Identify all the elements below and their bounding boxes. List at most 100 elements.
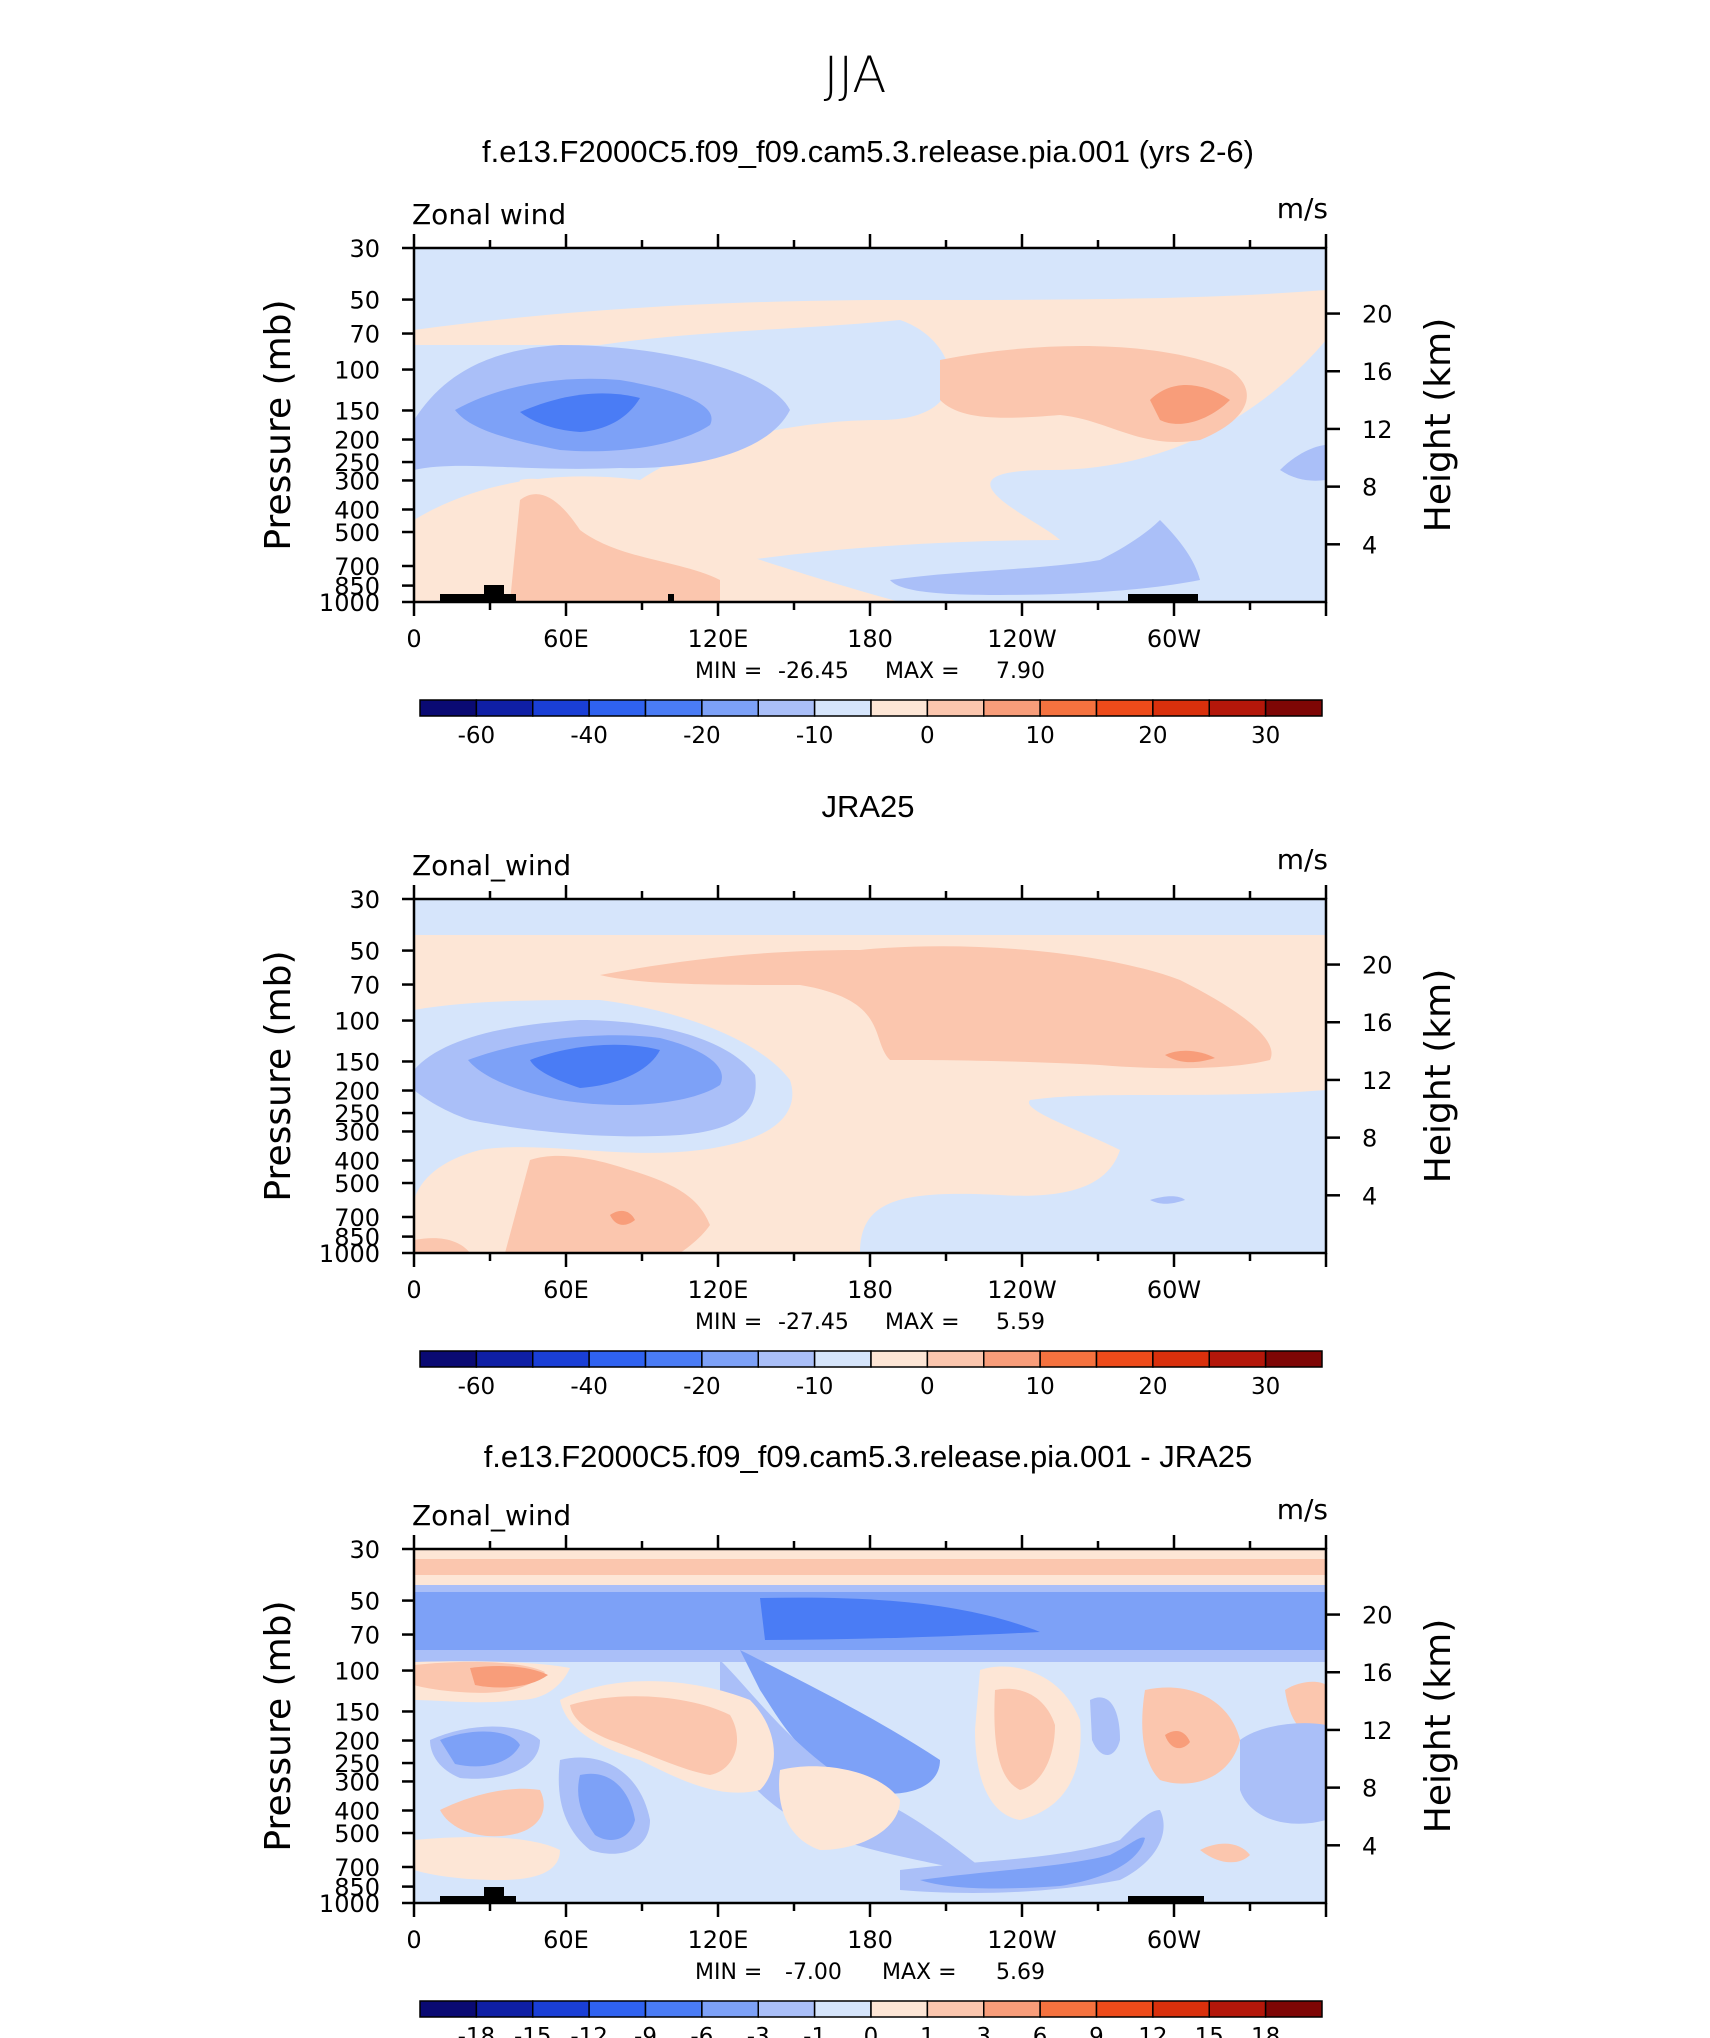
- min-value: -7.00: [785, 1960, 842, 1985]
- colorbar-swatch: [1264, 2000, 1323, 2018]
- colorbar-swatch: [1152, 2000, 1210, 2018]
- colorbar-label: 20: [1138, 1374, 1167, 1400]
- contour-band: [414, 1585, 1326, 1592]
- x-tick-label: 60W: [1147, 1276, 1201, 1304]
- y-tick-label: 100: [334, 1008, 380, 1036]
- figure-title: JJA: [824, 46, 887, 104]
- colorbar-swatch: [813, 1350, 872, 1368]
- colorbar-swatch: [1208, 699, 1267, 717]
- y2-axis-label: Height (km): [1418, 969, 1459, 1183]
- colorbar-swatch: [1039, 1350, 1098, 1368]
- max-label: MAX =: [882, 1960, 957, 1985]
- topography: [500, 594, 516, 602]
- contour-band: [779, 1766, 900, 1850]
- colorbar-label: -10: [796, 723, 834, 749]
- y2-tick-label: 12: [1362, 416, 1393, 444]
- y-tick-label: 150: [334, 1698, 380, 1726]
- colorbar-label: -20: [683, 1374, 721, 1400]
- contour-band: [600, 946, 1272, 1069]
- y-tick-label: 300: [334, 1118, 380, 1146]
- contour-band: [920, 1837, 1145, 1889]
- panel-3: f.e13.F2000C5.f09_f09.cam5.3.release.pia…: [258, 1439, 1459, 2038]
- y-tick-label: 70: [349, 321, 380, 349]
- y2-tick-label: 4: [1362, 531, 1377, 559]
- y2-axis-label: Height (km): [1418, 318, 1459, 532]
- contour-band: [890, 520, 1200, 595]
- topography: [440, 1896, 500, 1903]
- contour-band: [1090, 1697, 1120, 1755]
- colorbar-swatch: [926, 2000, 985, 2018]
- colorbar-swatch: [701, 1350, 759, 1368]
- colorbar-swatch: [644, 1350, 703, 1368]
- y2-tick-label: 16: [1362, 358, 1393, 386]
- colorbar-swatch: [1208, 1350, 1267, 1368]
- y-axis-label: Pressure (mb): [258, 1600, 299, 1851]
- x-tick-label: 60W: [1147, 1926, 1201, 1954]
- colorbar-label: 9: [1089, 2024, 1104, 2038]
- y-tick-label: 500: [334, 1170, 380, 1198]
- y-tick-label: 500: [334, 1820, 380, 1848]
- contour-band: [610, 1210, 635, 1225]
- y-tick-label: 200: [334, 1728, 380, 1756]
- y-tick-label: 250: [334, 1100, 380, 1128]
- min-value: -27.45: [778, 1310, 849, 1335]
- colorbar-swatch: [757, 2000, 816, 2018]
- colorbar-label: 30: [1251, 1374, 1280, 1400]
- colorbar-label: 12: [1138, 2024, 1167, 2038]
- contour-field: [414, 899, 1326, 1253]
- units-label: m/s: [1277, 1493, 1328, 1526]
- colorbar-swatch: [701, 2000, 759, 2018]
- contour-band: [440, 1788, 544, 1837]
- max-label: MAX =: [885, 1310, 960, 1335]
- x-ticks: 0 60E 120E 180 120W 60W: [406, 885, 1328, 1304]
- colorbar-label: 30: [1251, 723, 1280, 749]
- y-tick-label: 850: [334, 1874, 380, 1902]
- colorbar-swatch: [1208, 2000, 1267, 2018]
- colorbar-swatch: [1152, 1350, 1210, 1368]
- colorbar-swatch: [870, 699, 929, 717]
- colorbar-label: -60: [458, 723, 496, 749]
- y2-tick-label: 4: [1362, 1182, 1377, 1210]
- x-tick-label: 120W: [987, 1926, 1057, 1954]
- y-axis-label: Pressure (mb): [258, 950, 299, 1201]
- colorbar-swatch: [1095, 699, 1154, 717]
- y-tick-label: 200: [334, 427, 380, 455]
- x-tick-label: 120E: [688, 625, 749, 653]
- y-tick-label: 300: [334, 467, 380, 495]
- contour-band: [1280, 445, 1326, 481]
- colorbar: -60 -40 -20 -10 0 10 20 30: [419, 699, 1323, 749]
- contour-band: [1240, 1723, 1326, 1824]
- panel-title: f.e13.F2000C5.f09_f09.cam5.3.release.pia…: [484, 1439, 1253, 1474]
- colorbar-label: 1: [920, 2024, 935, 2038]
- y2-tick-label: 12: [1362, 1067, 1393, 1095]
- colorbar-label: -18: [458, 2024, 496, 2038]
- y-tick-label: 50: [349, 287, 380, 315]
- topography: [500, 1896, 516, 1903]
- panel-title: JRA25: [821, 789, 914, 824]
- y-tick-label: 1000: [319, 589, 380, 617]
- y2-tick-label: 8: [1362, 474, 1377, 502]
- units-label: m/s: [1277, 843, 1328, 876]
- contour-band: [760, 1597, 1040, 1640]
- y-tick-label: 400: [334, 496, 380, 524]
- y-tick-label: 30: [349, 235, 380, 263]
- y2-tick-label: 20: [1362, 1602, 1393, 1630]
- contour-field: [414, 1549, 1326, 1903]
- colorbar-swatch: [419, 1350, 478, 1368]
- x-tick-label: 120E: [688, 1276, 749, 1304]
- y2-tick-label: 16: [1362, 1659, 1393, 1687]
- y2-tick-label: 8: [1362, 1775, 1377, 1803]
- min-value: -26.45: [778, 659, 849, 684]
- y-tick-label: 700: [334, 553, 380, 581]
- max-value: 5.69: [996, 1960, 1045, 1985]
- y-tick-label: 700: [334, 1204, 380, 1232]
- x-tick-label: 0: [406, 1926, 421, 1954]
- colorbar-swatch: [1264, 1350, 1323, 1368]
- contour-band: [414, 1575, 1326, 1585]
- units-label: m/s: [1277, 192, 1328, 225]
- y-tick-label: 30: [349, 1536, 380, 1564]
- colorbar-swatch: [1039, 2000, 1098, 2018]
